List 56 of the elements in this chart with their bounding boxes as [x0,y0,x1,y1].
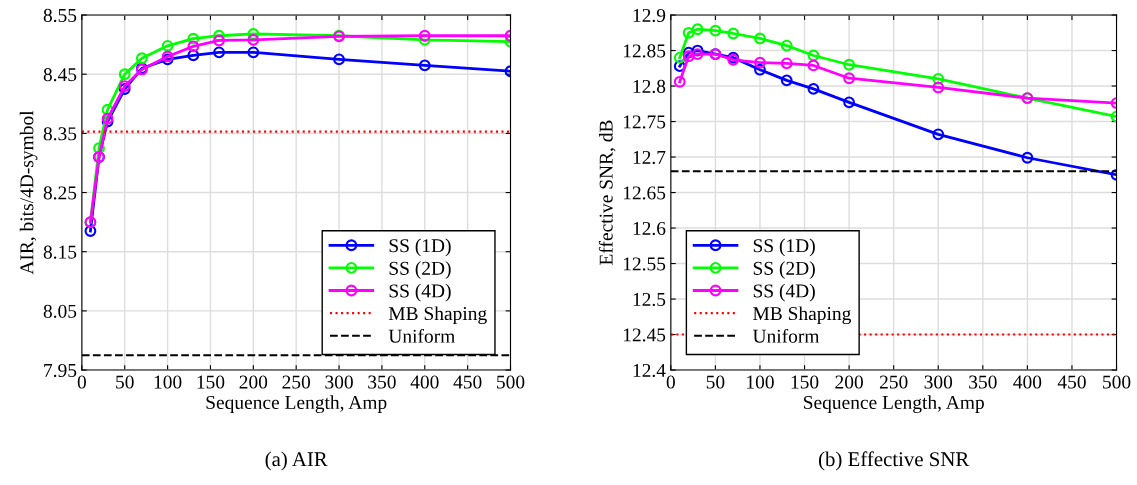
x-axis-title: Sequence Length, Amp [803,395,984,414]
y-tick-label: 12.45 [623,328,666,342]
y-tick-label: 12.8 [633,79,666,94]
y-tick-label: 7.95 [44,363,77,378]
y-tick-label: 8.45 [43,68,77,82]
x-tick-label: 400 [410,375,439,389]
x-tick-label: 200 [239,375,268,389]
y-tick-label: 12.7 [633,150,666,165]
legend-label: SS (4D) [389,283,451,302]
x-tick-label: 450 [453,375,482,389]
y-axis-title: AIR, bits/4D-symbol [19,110,38,275]
legend-label: SS (1D) [389,238,451,257]
x-tick-label: 50 [706,375,725,389]
y-tick-label: 12.4 [633,363,666,378]
x-tick-label: 400 [1013,375,1042,389]
text: (b) Effective SNR [818,451,970,471]
y-tick-label: 12.75 [623,115,666,129]
y-tick-label: 12.85 [623,44,666,58]
x-tick-label: 150 [791,375,819,389]
y-tick-label: 8.35 [43,127,77,141]
x-axis-title: Sequence Length, Amp [206,395,387,414]
x-tick-label: 100 [154,375,182,389]
x-tick-label: 0 [77,375,86,389]
x-tick-label: 100 [747,375,774,389]
y-axis-title: Effective SNR, dB [598,120,616,265]
x-tick-label: 450 [1057,375,1086,389]
x-tick-label: 350 [368,375,396,389]
y-tick-label: 12.55 [623,257,666,271]
x-tick-label: 300 [325,375,353,389]
legend-label: MB Shaping [388,306,487,325]
legend-label: SS (1D) [753,238,815,257]
x-tick-label: 250 [282,375,311,389]
legend-label: Uniform [388,328,455,343]
legend-label: MB Shaping [753,306,851,325]
text: (a) AIR [265,451,328,471]
legend-label: SS (4D) [753,283,815,302]
y-tick-label: 12.9 [633,8,666,23]
y-tick-label: 12.6 [633,221,666,236]
y-tick-label: 8.25 [43,186,77,200]
x-tick-label: 300 [924,375,953,389]
y-tick-label: 12.5 [633,292,666,307]
x-tick-label: 500 [1103,375,1131,389]
legend-label: SS (2D) [753,261,815,279]
y-tick-label: 8.05 [43,304,77,318]
x-tick-label: 350 [969,375,997,389]
legend-label: SS (2D) [389,261,451,279]
x-tick-label: 500 [497,375,525,389]
y-tick-label: 8.15 [43,245,77,259]
legend-label: Uniform [752,328,820,343]
y-tick-label: 12.65 [623,186,666,200]
x-tick-label: 150 [197,375,225,389]
x-tick-label: 250 [879,375,908,389]
y-tick-label: 8.55 [43,8,77,23]
x-tick-label: 0 [666,375,675,389]
x-tick-label: 200 [835,375,863,389]
x-tick-label: 50 [116,375,134,389]
